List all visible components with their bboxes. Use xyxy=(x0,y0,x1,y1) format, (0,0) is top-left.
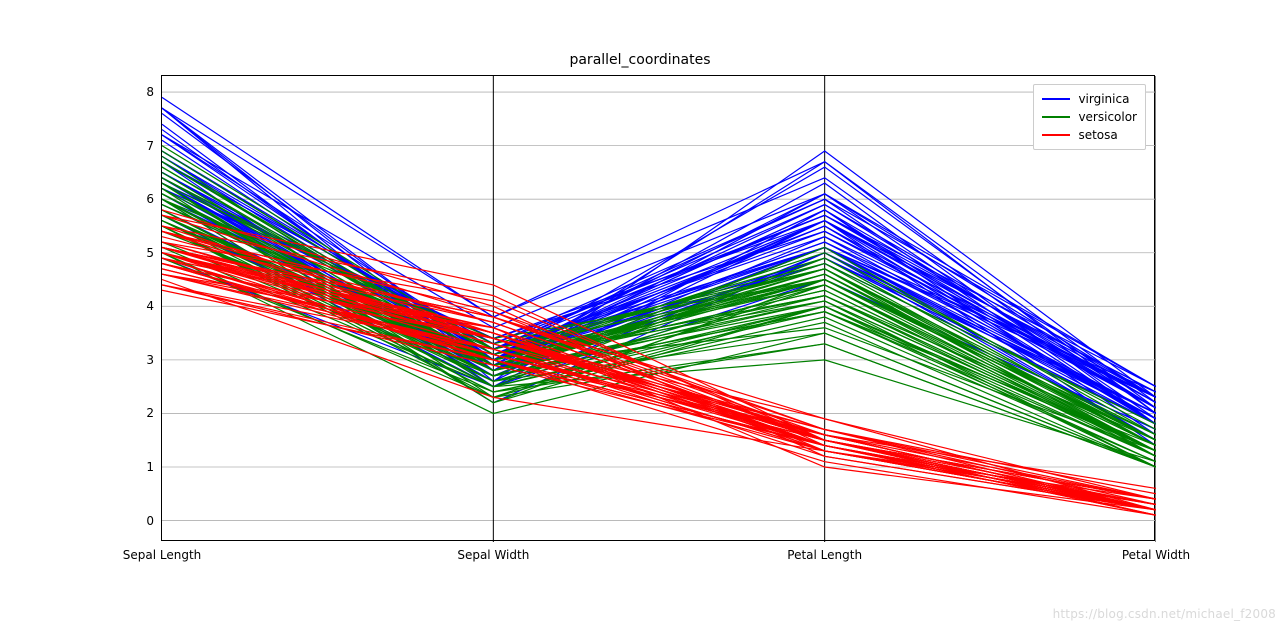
ytick-label: 7 xyxy=(146,139,162,153)
ytick-label: 3 xyxy=(146,353,162,367)
plot-svg xyxy=(162,76,1156,542)
legend-swatch xyxy=(1042,116,1070,118)
xtick-label: Petal Length xyxy=(787,540,862,562)
legend-label: setosa xyxy=(1078,128,1117,142)
legend-item: setosa xyxy=(1042,126,1137,144)
ytick-label: 4 xyxy=(146,299,162,313)
watermark-text: https://blog.csdn.net/michael_f2008 xyxy=(1053,607,1276,621)
legend-item: versicolor xyxy=(1042,108,1137,126)
legend-swatch xyxy=(1042,98,1070,100)
axes-area: virginicaversicolorsetosa 012345678Sepal… xyxy=(161,75,1155,541)
legend-label: virginica xyxy=(1078,92,1129,106)
xtick-label: Petal Width xyxy=(1122,540,1190,562)
ytick-label: 6 xyxy=(146,192,162,206)
ytick-label: 1 xyxy=(146,460,162,474)
series-lines xyxy=(162,97,1156,515)
chart-title: parallel_coordinates xyxy=(0,52,1280,68)
legend: virginica versicolor setosa xyxy=(1033,84,1146,150)
xtick-label: Sepal Width xyxy=(457,540,529,562)
xtick-label: Sepal Length xyxy=(123,540,202,562)
legend-item: virginica xyxy=(1042,90,1137,108)
ytick-label: 2 xyxy=(146,406,162,420)
legend-swatch xyxy=(1042,134,1070,136)
ytick-label: 5 xyxy=(146,246,162,260)
data-line xyxy=(162,156,1156,397)
ytick-label: 8 xyxy=(146,85,162,99)
figure: parallel_coordinates virginica versicolor… xyxy=(0,0,1280,623)
ytick-label: 0 xyxy=(146,514,162,528)
legend-label: versicolor xyxy=(1078,110,1137,124)
